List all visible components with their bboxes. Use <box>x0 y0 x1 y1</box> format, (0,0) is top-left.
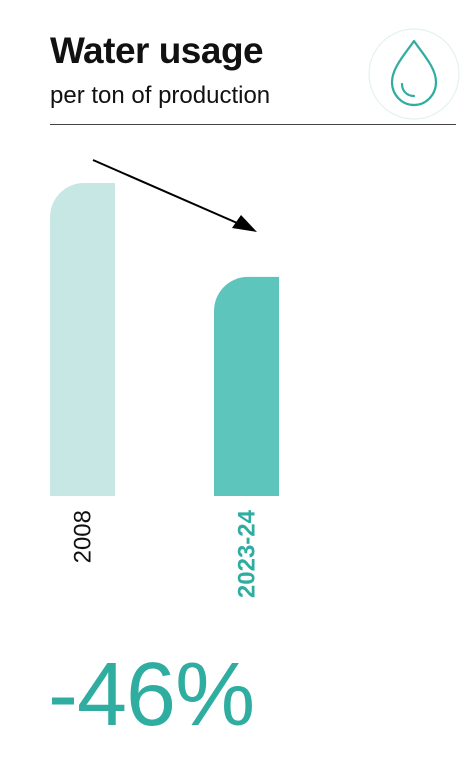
title-divider <box>50 124 456 125</box>
percent-change: -46% <box>48 645 255 745</box>
category-label-2008: 2008 <box>70 510 97 563</box>
category-labels: 2008 2023-24 <box>70 509 261 598</box>
chart-title: Water usage <box>50 30 264 71</box>
bar-2023-24 <box>214 276 279 496</box>
trend-arrow <box>92 159 257 232</box>
bar-chart: 2008 2023-24 <box>50 159 279 598</box>
bar-2008 <box>50 183 115 496</box>
category-label-2023-24: 2023-24 <box>234 509 261 598</box>
bars <box>50 183 279 496</box>
water-drop-icon <box>368 28 460 120</box>
chart-subtitle: per ton of production <box>50 82 271 109</box>
